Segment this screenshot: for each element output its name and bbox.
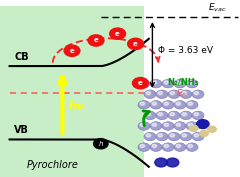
Circle shape [188, 81, 193, 84]
Circle shape [158, 113, 163, 116]
Circle shape [176, 81, 180, 84]
Text: $h$: $h$ [98, 139, 104, 148]
Circle shape [156, 132, 168, 141]
Text: Pyrochlore: Pyrochlore [27, 160, 79, 170]
Circle shape [162, 79, 174, 88]
Circle shape [174, 122, 186, 130]
Circle shape [188, 123, 193, 126]
Text: $E_F$: $E_F$ [176, 87, 188, 100]
Text: N₂/NH₃: N₂/NH₃ [167, 78, 198, 87]
Circle shape [186, 122, 198, 130]
Circle shape [182, 113, 187, 116]
Circle shape [144, 90, 156, 99]
Text: e: e [94, 38, 98, 44]
Circle shape [192, 111, 204, 120]
Circle shape [152, 102, 156, 105]
Text: CB: CB [14, 52, 29, 62]
Circle shape [162, 143, 174, 151]
Circle shape [176, 102, 180, 105]
Circle shape [176, 123, 180, 126]
Circle shape [188, 144, 193, 148]
Circle shape [174, 101, 186, 109]
Circle shape [166, 158, 179, 167]
Circle shape [192, 90, 204, 99]
Circle shape [188, 102, 193, 105]
Circle shape [138, 122, 150, 130]
Circle shape [164, 123, 168, 126]
Circle shape [150, 143, 162, 151]
Circle shape [140, 102, 144, 105]
Text: Φ = 3.63 eV: Φ = 3.63 eV [158, 46, 213, 55]
Circle shape [138, 101, 150, 109]
Circle shape [180, 111, 192, 120]
Circle shape [194, 134, 199, 137]
Circle shape [128, 38, 144, 50]
Circle shape [164, 144, 168, 148]
Circle shape [150, 101, 162, 109]
Circle shape [170, 113, 174, 116]
Circle shape [140, 123, 144, 126]
Circle shape [138, 143, 150, 151]
Text: e: e [133, 41, 138, 47]
Circle shape [152, 144, 156, 148]
Circle shape [88, 35, 104, 46]
Circle shape [186, 79, 198, 88]
Circle shape [189, 125, 198, 132]
Circle shape [176, 144, 180, 148]
Circle shape [174, 79, 186, 88]
Circle shape [140, 81, 144, 84]
Text: e: e [138, 80, 143, 86]
Circle shape [146, 113, 151, 116]
Circle shape [208, 126, 216, 132]
Circle shape [155, 158, 167, 167]
Circle shape [146, 134, 151, 137]
Circle shape [200, 130, 208, 137]
Circle shape [192, 132, 204, 141]
Text: hν: hν [68, 100, 85, 113]
Circle shape [64, 45, 80, 56]
Circle shape [110, 28, 126, 39]
Circle shape [162, 101, 174, 109]
Text: $E_{vac}$: $E_{vac}$ [208, 2, 226, 14]
Circle shape [182, 134, 187, 137]
Circle shape [168, 90, 180, 99]
Circle shape [174, 143, 186, 151]
Circle shape [170, 92, 174, 95]
Circle shape [168, 132, 180, 141]
Circle shape [162, 122, 174, 130]
Circle shape [194, 113, 199, 116]
Circle shape [164, 81, 168, 84]
Circle shape [140, 144, 144, 148]
Circle shape [144, 132, 156, 141]
Circle shape [180, 90, 192, 99]
Circle shape [164, 102, 168, 105]
Circle shape [158, 92, 163, 95]
Circle shape [152, 123, 156, 126]
Circle shape [144, 111, 156, 120]
Circle shape [194, 92, 199, 95]
Text: VB: VB [14, 125, 29, 135]
Circle shape [186, 143, 198, 151]
Circle shape [182, 92, 187, 95]
Circle shape [156, 90, 168, 99]
Circle shape [150, 122, 162, 130]
Circle shape [152, 81, 156, 84]
FancyBboxPatch shape [0, 6, 144, 177]
Circle shape [158, 134, 163, 137]
Circle shape [138, 79, 150, 88]
Circle shape [197, 120, 209, 129]
Circle shape [180, 132, 192, 141]
Circle shape [150, 79, 162, 88]
Text: e: e [70, 48, 74, 54]
Circle shape [156, 111, 168, 120]
Circle shape [146, 92, 151, 95]
Text: e: e [115, 31, 120, 37]
Circle shape [132, 78, 148, 89]
Circle shape [168, 111, 180, 120]
Circle shape [94, 139, 108, 149]
Circle shape [170, 134, 174, 137]
Circle shape [186, 101, 198, 109]
